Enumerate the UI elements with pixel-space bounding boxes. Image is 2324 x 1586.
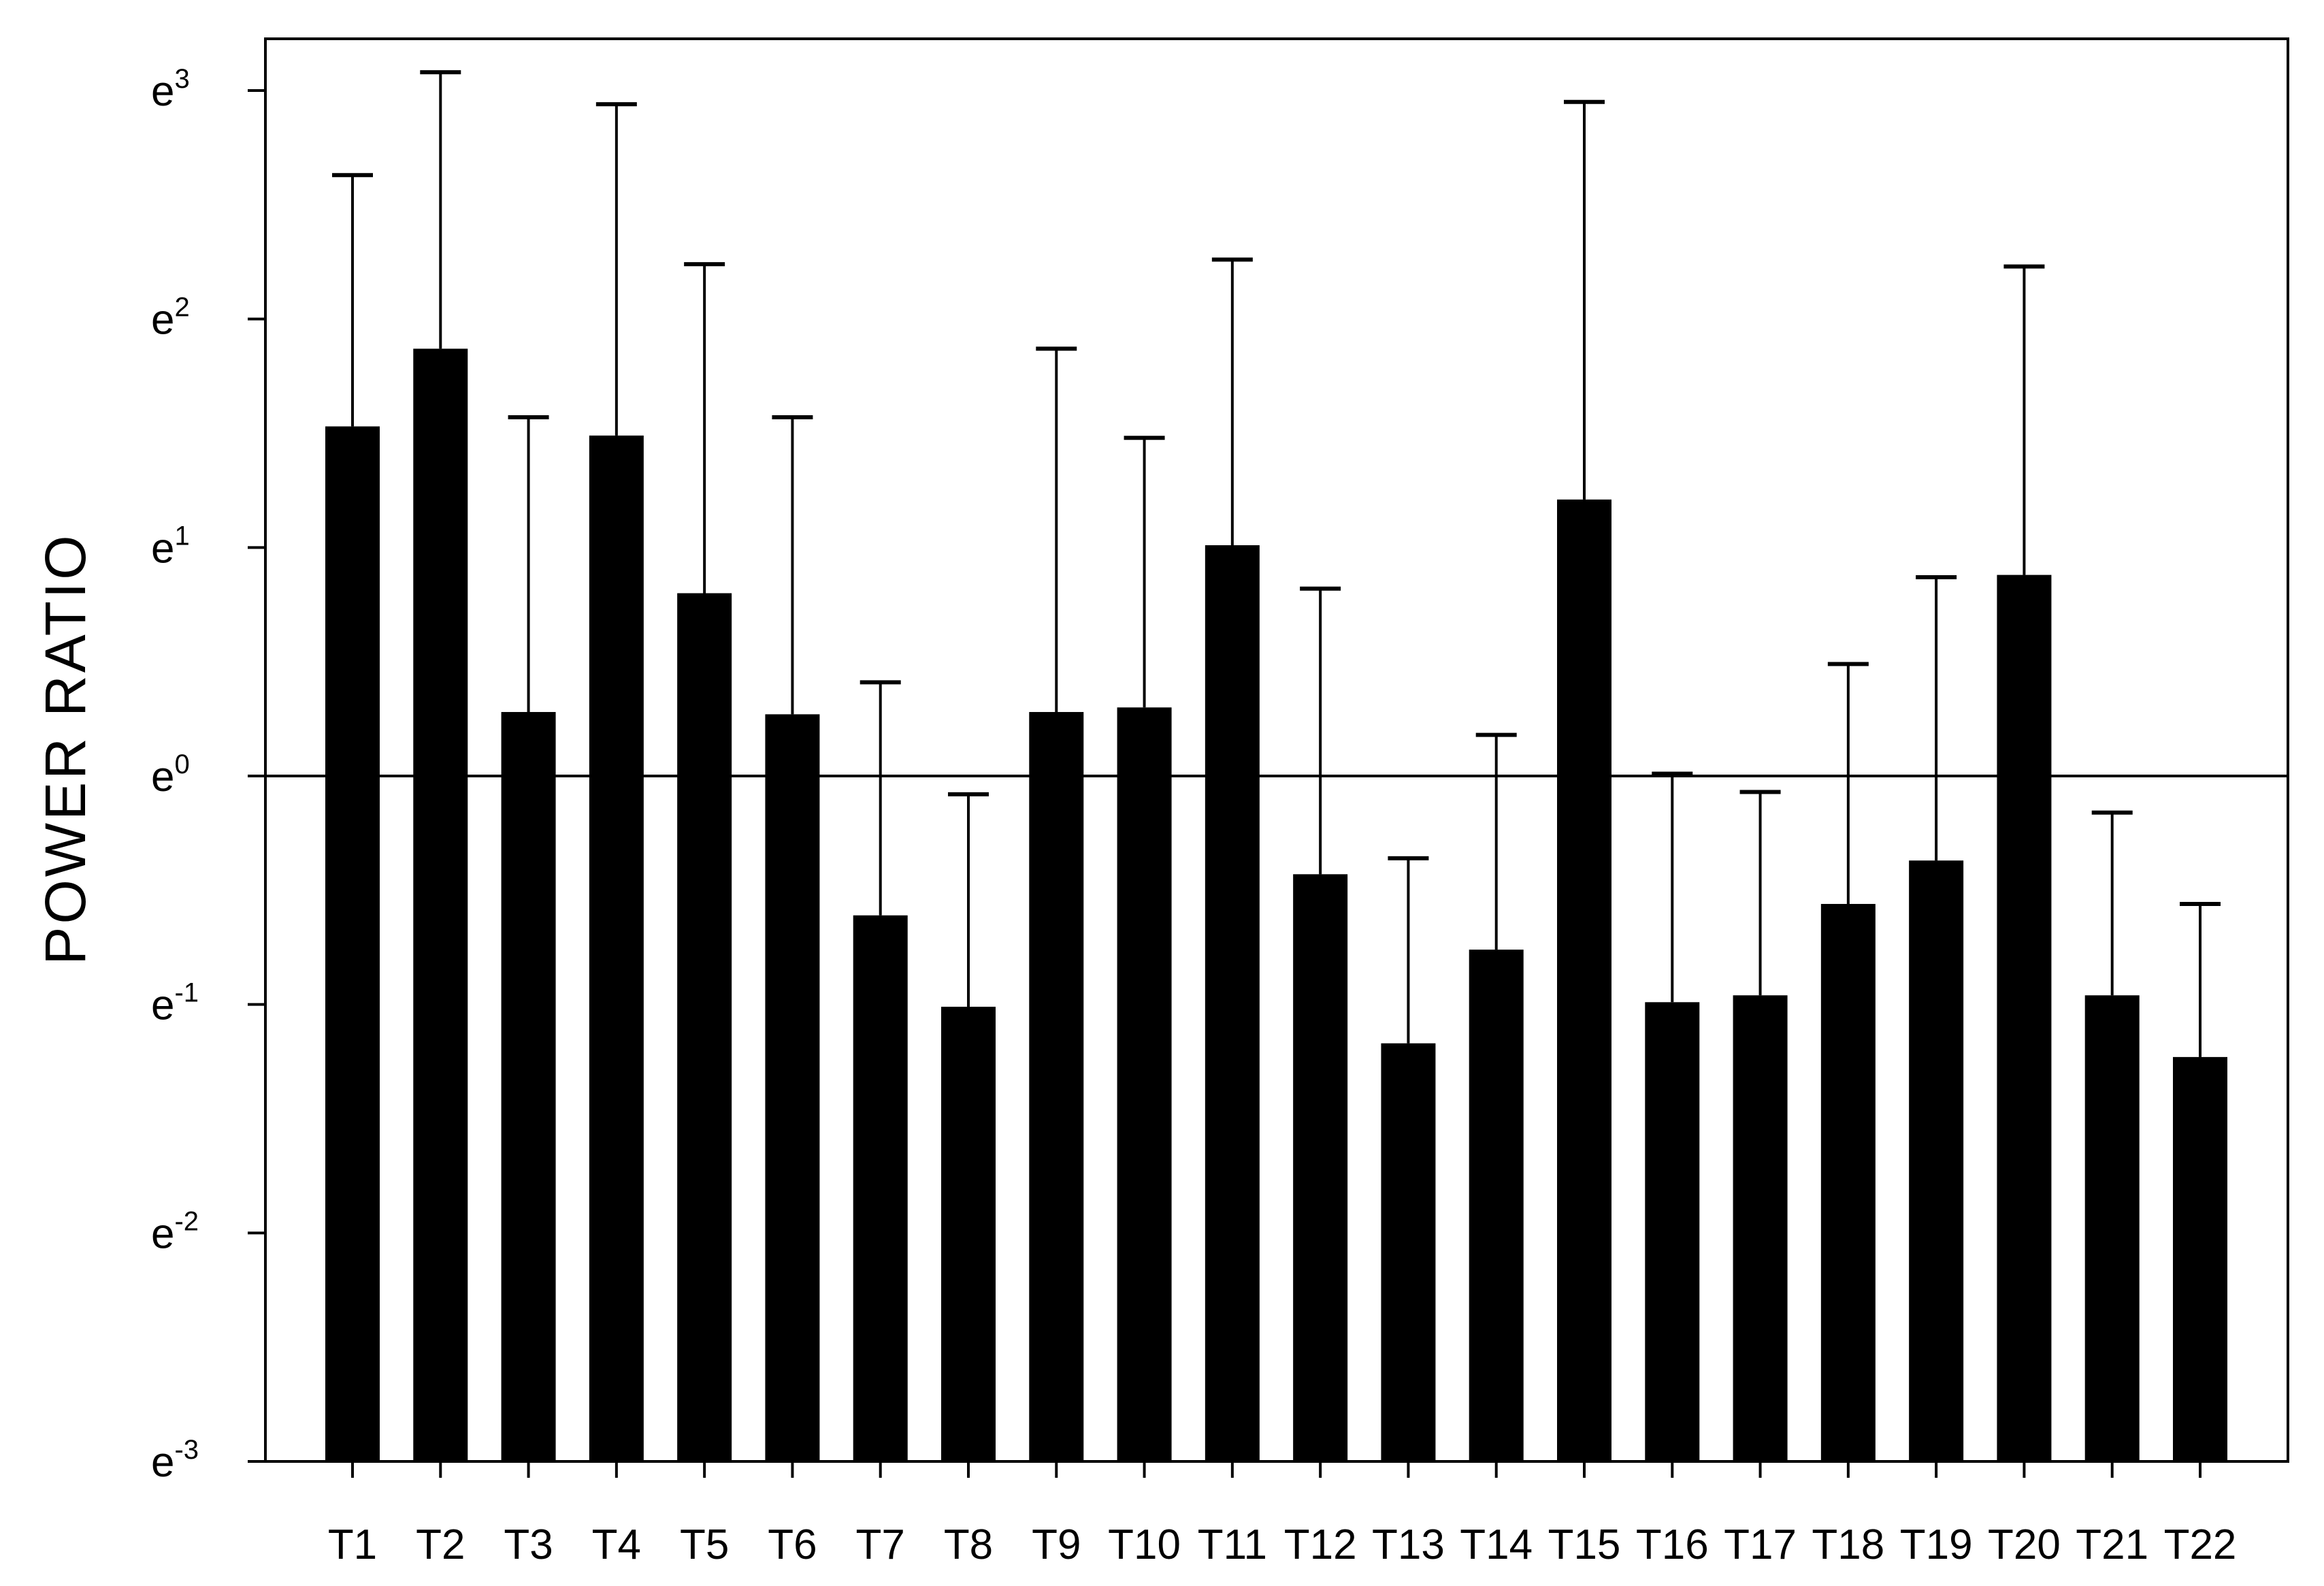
y-tick-exponent: 2 [174, 293, 189, 323]
bar-t20 [1997, 574, 2052, 1462]
y-tick-label: e0 [151, 749, 190, 800]
x-tick-label-t1: T1 [328, 1521, 377, 1568]
x-axis-ticks: T1 T2 T3 T4 T5 T6 T7 T8 T9 T10 T11 T12 T13 T14 T15 T16 T… [328, 1461, 2237, 1568]
x-tick-label-t10: T10 [1108, 1521, 1181, 1568]
bar-t8 [941, 1007, 996, 1461]
x-tick-label-t5: T5 [680, 1521, 729, 1568]
y-tick-exponent: -3 [174, 1435, 199, 1465]
x-tick-label-t16: T16 [1636, 1521, 1709, 1568]
bar-t5 [677, 593, 732, 1461]
x-tick-label-t18: T18 [1812, 1521, 1884, 1568]
bars-group [325, 349, 2227, 1462]
x-tick-label-t6: T6 [768, 1521, 817, 1568]
bar-t21 [2084, 995, 2140, 1461]
bar-t2 [413, 349, 468, 1461]
x-tick-label-t9: T9 [1032, 1521, 1081, 1568]
y-tick-label: e1 [151, 521, 190, 572]
y-tick-exponent: -1 [174, 978, 199, 1008]
x-tick-label-t17: T17 [1724, 1521, 1797, 1568]
error-bars-group [332, 70, 2221, 1057]
x-tick-label-t7: T7 [856, 1521, 905, 1568]
y-tick-base: e [151, 68, 174, 115]
bar-t13 [1381, 1043, 1436, 1461]
bar-t22 [2173, 1056, 2227, 1461]
bar-t4 [589, 435, 644, 1461]
bar-t17 [1733, 995, 1788, 1461]
y-tick-label: e-1 [151, 978, 199, 1029]
x-tick-label-t12: T12 [1284, 1521, 1357, 1568]
bar-t7 [853, 915, 908, 1461]
y-tick-base: e [151, 1439, 174, 1486]
x-tick-label-t15: T15 [1548, 1521, 1621, 1568]
y-axis-title: POWER RATIO [33, 532, 97, 965]
x-tick-label-t4: T4 [592, 1521, 641, 1568]
bar-t10 [1117, 707, 1172, 1461]
x-tick-label-t8: T8 [944, 1521, 993, 1568]
y-tick-exponent: 3 [174, 64, 189, 94]
y-tick-exponent: 1 [174, 521, 189, 551]
x-tick-label-t19: T19 [1900, 1521, 1973, 1568]
x-tick-label-t13: T13 [1372, 1521, 1445, 1568]
bar-t9 [1029, 712, 1084, 1461]
x-tick-label-t22: T22 [2164, 1521, 2237, 1568]
bar-t16 [1645, 1002, 1700, 1461]
bar-t15 [1557, 499, 1611, 1462]
bar-t1 [325, 426, 380, 1462]
y-tick-label: e3 [151, 64, 190, 115]
x-tick-label-t11: T11 [1198, 1521, 1267, 1568]
y-tick-base: e [151, 297, 174, 344]
y-tick-label: e-3 [151, 1435, 199, 1486]
y-tick-label: e2 [151, 293, 190, 344]
plot-frame [264, 37, 2289, 1463]
x-tick-label-t3: T3 [504, 1521, 553, 1568]
bar-t14 [1469, 950, 1524, 1461]
y-tick-exponent: -2 [174, 1206, 199, 1236]
x-tick-label-t20: T20 [1988, 1521, 2061, 1568]
y-tick-base: e [151, 525, 174, 572]
bar-t11 [1205, 545, 1260, 1461]
y-tick-base: e [151, 982, 174, 1029]
bar-t6 [765, 714, 820, 1461]
bar-t3 [501, 712, 556, 1461]
bar-t19 [1909, 860, 1964, 1461]
bar-t18 [1820, 903, 1876, 1461]
y-tick-label: e-2 [151, 1206, 199, 1257]
bar-t12 [1293, 874, 1348, 1461]
x-tick-label-t21: T21 [2076, 1521, 2148, 1568]
y-tick-base: e [151, 1210, 174, 1257]
x-tick-label-t2: T2 [416, 1521, 465, 1568]
y-tick-base: e [151, 754, 174, 800]
y-tick-exponent: 0 [174, 749, 189, 779]
x-tick-label-t14: T14 [1460, 1521, 1533, 1568]
